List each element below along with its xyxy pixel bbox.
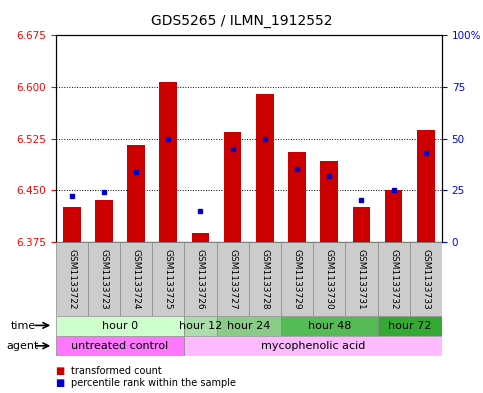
Bar <box>127 145 145 242</box>
Bar <box>63 207 81 242</box>
Bar <box>345 242 378 316</box>
Bar <box>192 233 209 242</box>
Bar <box>249 242 281 316</box>
Bar <box>281 316 378 336</box>
Text: GSM1133731: GSM1133731 <box>357 249 366 309</box>
Text: GSM1133726: GSM1133726 <box>196 249 205 309</box>
Bar <box>185 316 216 336</box>
Bar <box>56 316 185 336</box>
Text: hour 48: hour 48 <box>308 321 351 331</box>
Bar <box>152 242 185 316</box>
Bar <box>256 94 274 242</box>
Bar <box>185 242 216 316</box>
Bar <box>185 336 442 356</box>
Text: GSM1133725: GSM1133725 <box>164 249 173 309</box>
Text: untreated control: untreated control <box>71 341 169 351</box>
Text: GDS5265 / ILMN_1912552: GDS5265 / ILMN_1912552 <box>151 14 332 28</box>
Text: hour 72: hour 72 <box>388 321 431 331</box>
Text: GSM1133728: GSM1133728 <box>260 249 270 309</box>
Text: hour 0: hour 0 <box>102 321 138 331</box>
Text: GSM1133732: GSM1133732 <box>389 249 398 309</box>
Text: time: time <box>11 321 36 331</box>
Text: GSM1133723: GSM1133723 <box>99 249 108 309</box>
Bar <box>417 130 435 242</box>
Bar <box>353 207 370 242</box>
Text: ■: ■ <box>56 366 65 376</box>
Bar <box>88 242 120 316</box>
Bar <box>56 336 185 356</box>
Bar <box>216 242 249 316</box>
Bar <box>216 316 281 336</box>
Bar <box>159 82 177 242</box>
Text: GSM1133724: GSM1133724 <box>131 249 141 309</box>
Bar <box>410 242 442 316</box>
Bar <box>320 160 338 242</box>
Bar <box>385 190 402 242</box>
Text: GSM1133722: GSM1133722 <box>67 249 76 309</box>
Bar <box>224 132 242 242</box>
Text: ■: ■ <box>56 378 65 388</box>
Text: agent: agent <box>6 341 39 351</box>
Bar <box>378 242 410 316</box>
Bar <box>313 242 345 316</box>
Bar <box>56 242 88 316</box>
Text: percentile rank within the sample: percentile rank within the sample <box>71 378 236 388</box>
Bar <box>288 152 306 242</box>
Bar <box>120 242 152 316</box>
Text: transformed count: transformed count <box>71 366 162 376</box>
Bar <box>281 242 313 316</box>
Text: hour 24: hour 24 <box>227 321 270 331</box>
Text: hour 12: hour 12 <box>179 321 222 331</box>
Bar <box>95 200 113 242</box>
Text: GSM1133727: GSM1133727 <box>228 249 237 309</box>
Text: mycophenolic acid: mycophenolic acid <box>261 341 365 351</box>
Text: GSM1133730: GSM1133730 <box>325 249 334 309</box>
Text: GSM1133733: GSM1133733 <box>421 249 430 309</box>
Bar <box>378 316 442 336</box>
Text: GSM1133729: GSM1133729 <box>293 249 301 309</box>
